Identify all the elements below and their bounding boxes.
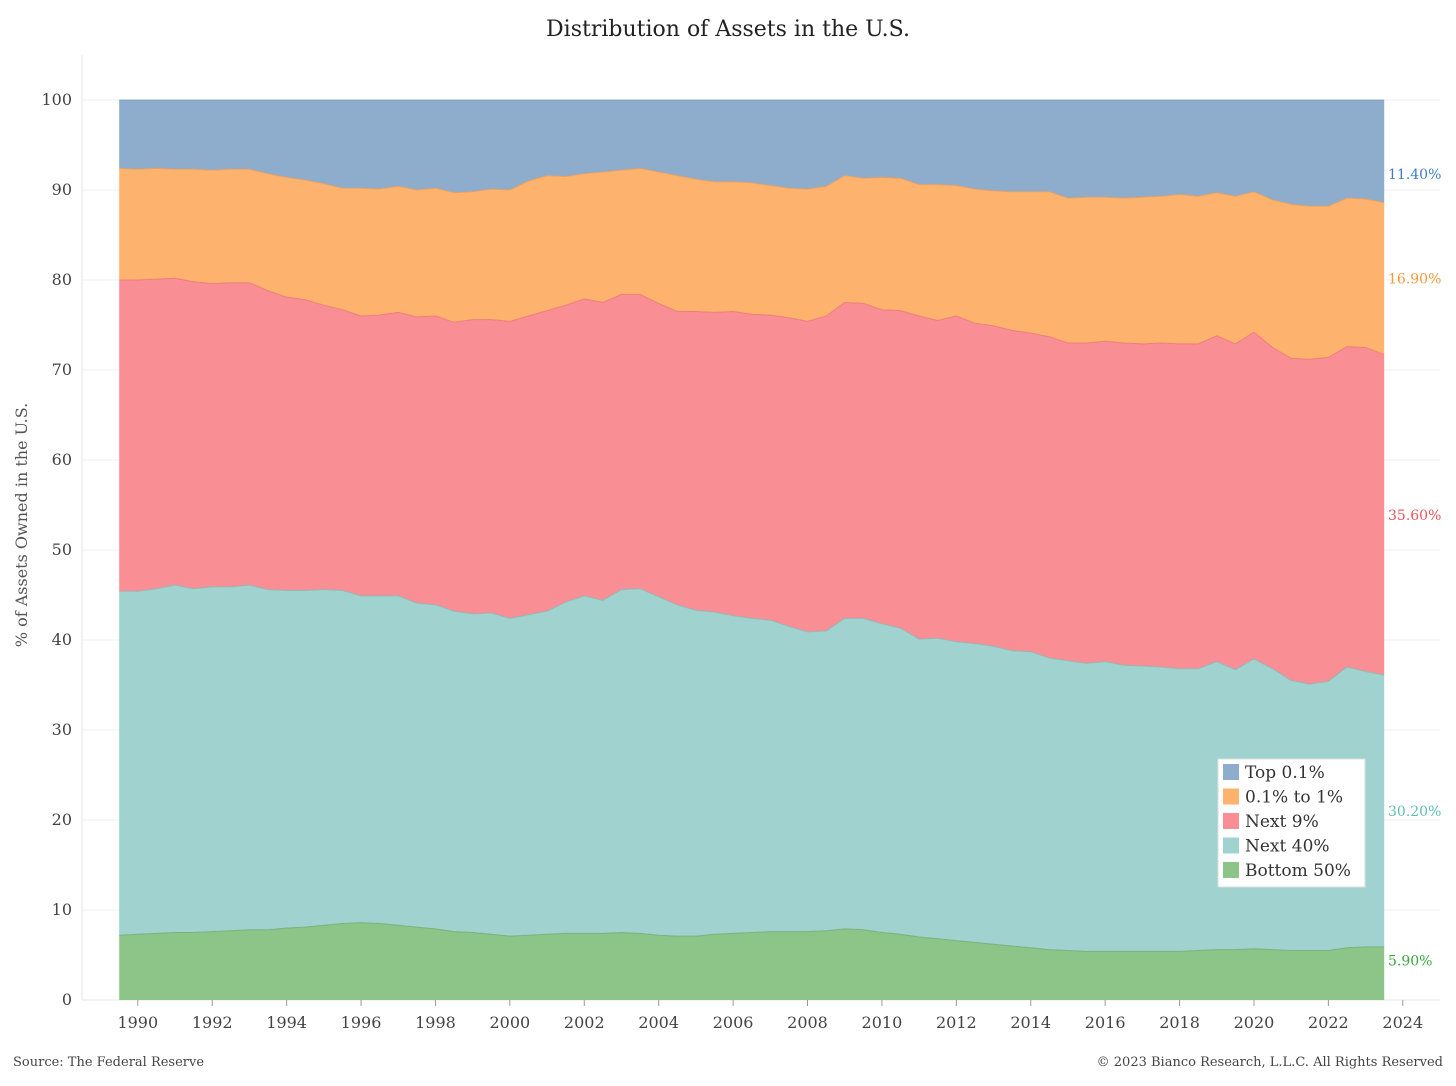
legend-swatch — [1223, 788, 1239, 805]
x-tick-label: 2018 — [1159, 1013, 1200, 1032]
x-tick-label: 1994 — [266, 1013, 307, 1032]
end-label: 5.90% — [1388, 953, 1432, 969]
x-tick-label: 1998 — [415, 1013, 456, 1032]
y-tick-label: 50 — [52, 540, 72, 559]
y-tick-label: 0 — [62, 990, 72, 1009]
x-tick-label: 2012 — [936, 1013, 977, 1032]
legend-swatch — [1223, 862, 1239, 878]
series-line — [119, 277, 1385, 360]
x-tick-label: 2002 — [564, 1013, 605, 1032]
end-label: 30.20% — [1388, 804, 1441, 820]
x-tick-label: 2016 — [1085, 1013, 1126, 1032]
x-tick-label: 2010 — [862, 1013, 903, 1032]
end-label: 11.40% — [1388, 167, 1441, 183]
legend-box — [1217, 758, 1366, 888]
area-next-40- — [119, 585, 1385, 952]
x-tick-label: 1996 — [341, 1013, 382, 1032]
area-top-0-1- — [119, 100, 1385, 207]
legend-label: Next 9% — [1245, 812, 1319, 832]
end-labels: 5.90% 30.20% 35.60% 16.90% 11.40% — [1388, 167, 1441, 970]
x-tick-label: 1992 — [192, 1013, 233, 1032]
y-tick-label: 70 — [52, 360, 72, 379]
chart-title: Distribution of Assets in the U.S. — [546, 17, 910, 42]
x-tick-label: 2022 — [1308, 1013, 1349, 1032]
end-label: 16.90% — [1388, 272, 1441, 288]
y-axis-ticks: 0 10 20 30 40 50 60 70 80 90 100 — [41, 90, 72, 1009]
legend-label: Next 40% — [1245, 837, 1330, 857]
x-tick-label: 1990 — [117, 1013, 158, 1032]
legend-label: 0.1% to 1% — [1245, 788, 1343, 808]
source-note: Source: The Federal Reserve — [13, 1055, 204, 1070]
y-tick-label: 60 — [52, 450, 72, 469]
x-tick-label: 2008 — [787, 1013, 828, 1032]
legend-label: Top 0.1% — [1245, 763, 1325, 783]
legend-swatch — [1223, 837, 1239, 854]
y-tick-label: 40 — [52, 630, 72, 649]
y-tick-label: 100 — [41, 90, 72, 109]
series-line — [119, 167, 1385, 207]
area-bottom-50- — [119, 922, 1385, 1000]
legend-swatch — [1223, 813, 1239, 829]
y-tick-label: 90 — [52, 180, 72, 199]
y-tick-label: 10 — [52, 900, 72, 919]
stacked-areas — [119, 99, 1385, 1000]
x-tick-label: 2014 — [1010, 1013, 1051, 1032]
series-line — [119, 922, 1385, 952]
end-label: 35.60% — [1388, 508, 1441, 524]
y-tick-label: 20 — [52, 810, 72, 829]
copyright-note: © 2023 Bianco Research, L.L.C. All Right… — [1097, 1055, 1443, 1070]
y-tick-label: 80 — [52, 270, 72, 289]
x-axis-ticks: 1990 1992 1994 1996 1998 2000 2002 2004 2006 2008… — [117, 1000, 1423, 1032]
legend: Top 0.1% 0.1% to 1% Next 9% Next 40% Bottom … — [1217, 758, 1366, 888]
y-axis-label: % of Assets Owned in the U.S. — [12, 403, 31, 647]
x-tick-label: 2024 — [1382, 1013, 1423, 1032]
area-next-9- — [119, 278, 1385, 685]
x-tick-label: 2000 — [490, 1013, 531, 1032]
area-0-1-to-1- — [119, 168, 1385, 360]
legend-label: Bottom 50% — [1245, 861, 1351, 881]
x-tick-label: 2004 — [638, 1013, 679, 1032]
x-tick-label: 2020 — [1234, 1013, 1275, 1032]
series-line — [119, 584, 1385, 685]
y-tick-label: 30 — [52, 720, 72, 739]
legend-swatch — [1223, 764, 1239, 780]
x-tick-label: 2006 — [713, 1013, 754, 1032]
